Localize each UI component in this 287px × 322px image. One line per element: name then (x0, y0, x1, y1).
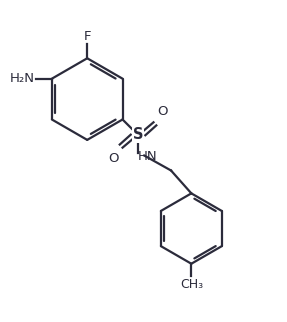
Text: HN: HN (138, 150, 158, 163)
Text: F: F (84, 30, 91, 43)
Text: O: O (108, 152, 118, 165)
Text: CH₃: CH₃ (180, 278, 203, 291)
Text: O: O (158, 105, 168, 118)
Text: H₂N: H₂N (10, 72, 35, 85)
Text: S: S (133, 128, 143, 142)
